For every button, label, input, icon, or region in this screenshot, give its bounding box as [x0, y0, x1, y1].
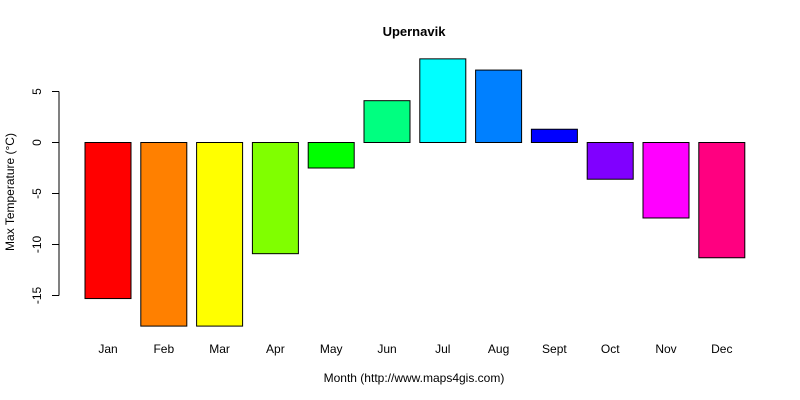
y-tick-label: -5: [30, 188, 44, 199]
y-tick-label: -15: [30, 287, 44, 305]
bar-mar: [196, 142, 244, 327]
x-axis-label: Month (http://www.maps4gis.com): [324, 371, 505, 385]
bar-aug: [475, 69, 523, 143]
bars: [84, 58, 746, 327]
bar-feb: [140, 142, 188, 327]
bar-may: [307, 142, 355, 169]
bar-dec: [698, 142, 746, 259]
bar-sept: [530, 128, 578, 144]
chart-title: Upernavik: [383, 24, 447, 39]
x-tick-label: Mar: [209, 342, 230, 356]
x-axis-labels: Jan Feb Mar Apr May Jun Jul Aug Sept Oct Nov Dec: [98, 342, 732, 356]
x-tick-label: Aug: [488, 342, 509, 356]
x-tick-label: Jul: [435, 342, 450, 356]
y-axis-label: Max Temperature (°C): [3, 133, 17, 251]
x-tick-label: Jan: [98, 342, 117, 356]
x-tick-label: Jun: [377, 342, 396, 356]
x-tick-label: Dec: [711, 342, 732, 356]
bar-jan: [84, 142, 132, 300]
bar-jul: [419, 58, 467, 143]
x-tick-label: May: [320, 342, 343, 356]
x-tick-label: Nov: [655, 342, 676, 356]
bar-nov: [642, 142, 690, 219]
bar-jun: [363, 100, 411, 143]
bar-oct: [586, 142, 634, 180]
y-axis: -15 -10 -5 0 5: [30, 88, 60, 305]
x-tick-label: Feb: [153, 342, 174, 356]
x-tick-label: Oct: [601, 342, 620, 356]
y-tick-label: 0: [30, 139, 44, 146]
x-tick-label: Apr: [266, 342, 285, 356]
y-tick-label: 5: [30, 88, 44, 95]
bar-apr: [251, 142, 299, 255]
x-tick-label: Sept: [542, 342, 567, 356]
y-tick-label: -10: [30, 236, 44, 254]
